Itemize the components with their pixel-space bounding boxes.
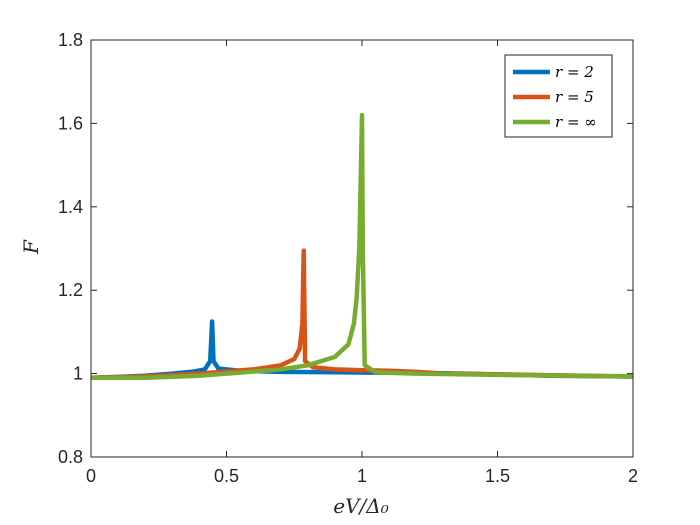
series-line-3	[91, 112, 634, 381]
y-tick-label: 1.4	[58, 197, 83, 217]
legend-label-2: r = 5	[555, 88, 594, 106]
legend-label-1: r = 2	[555, 63, 594, 81]
y-tick-label: 0.8	[58, 447, 83, 467]
y-tick-label: 1.6	[58, 113, 83, 133]
x-tick-label: 0	[86, 466, 96, 486]
x-axis-label: eV/Δ₀	[333, 494, 388, 518]
ticks-layer: 0 0.5 1 1.5 2 0.8 1 1.2 1.4 1.6 1.8	[58, 30, 638, 486]
y-tick-label: 1	[73, 364, 83, 384]
series-layer	[90, 112, 634, 381]
x-tick-label: 1	[357, 466, 367, 486]
legend-label-3: r = ∞	[555, 113, 597, 131]
x-tick-label: 2	[628, 466, 638, 486]
y-tick-label: 1.2	[58, 280, 83, 300]
x-tick-label: 0.5	[214, 466, 239, 486]
legend: r = 2 r = 5 r = ∞	[504, 54, 613, 138]
x-tick-label: 1.5	[485, 466, 510, 486]
y-axis-label: F	[19, 239, 43, 255]
y-tick-label: 1.8	[58, 30, 83, 50]
